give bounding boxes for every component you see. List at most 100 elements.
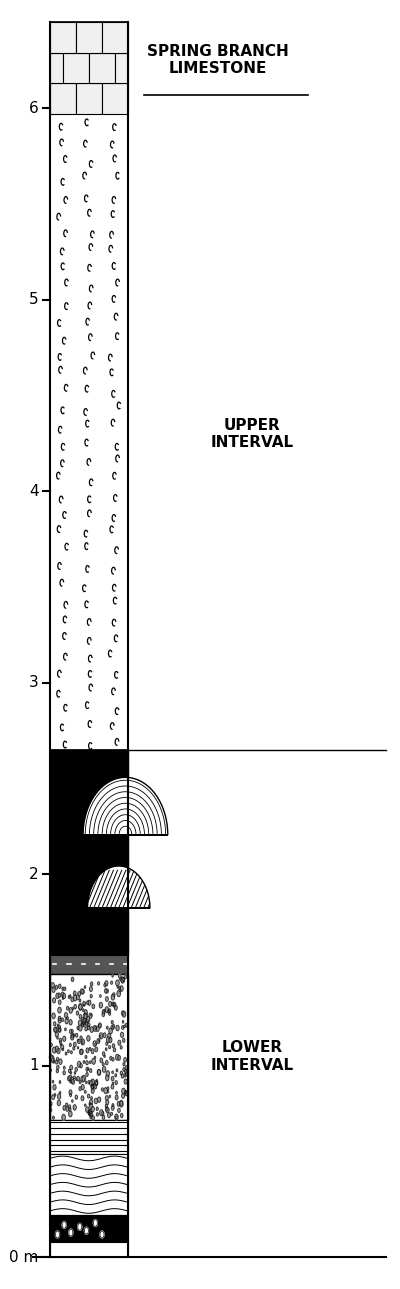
Circle shape [70, 1065, 72, 1070]
Circle shape [90, 1080, 93, 1085]
Circle shape [104, 989, 107, 993]
Circle shape [70, 1030, 72, 1034]
Circle shape [74, 1043, 76, 1047]
Circle shape [116, 1025, 119, 1031]
Bar [50, 955, 128, 974]
Bar [76, 84, 102, 113]
Circle shape [91, 1088, 94, 1093]
Text: LOWER
INTERVAL: LOWER INTERVAL [211, 1040, 294, 1072]
Circle shape [115, 1080, 117, 1084]
Circle shape [78, 991, 80, 996]
Circle shape [107, 1090, 109, 1093]
Circle shape [52, 1013, 55, 1018]
Circle shape [110, 1057, 112, 1060]
Circle shape [58, 1029, 61, 1031]
Circle shape [118, 1109, 120, 1112]
Circle shape [111, 1084, 114, 1089]
Circle shape [58, 1027, 61, 1032]
Circle shape [50, 1056, 54, 1061]
Circle shape [95, 1080, 98, 1085]
Circle shape [83, 1004, 84, 1007]
Text: 1: 1 [29, 1058, 38, 1074]
Text: 5: 5 [29, 293, 38, 307]
Circle shape [125, 1023, 127, 1027]
Circle shape [74, 991, 76, 995]
Circle shape [100, 1035, 101, 1038]
Circle shape [50, 1103, 52, 1106]
Circle shape [102, 1111, 104, 1115]
Circle shape [71, 977, 74, 981]
Circle shape [77, 1026, 79, 1030]
Circle shape [57, 1048, 60, 1053]
Circle shape [55, 985, 58, 989]
Circle shape [69, 1075, 72, 1080]
Circle shape [104, 1009, 105, 1012]
Circle shape [56, 993, 59, 999]
Circle shape [82, 1017, 84, 1021]
Circle shape [73, 1047, 75, 1051]
Circle shape [73, 1034, 74, 1036]
Circle shape [91, 1106, 94, 1112]
Bar [115, 53, 128, 84]
Circle shape [56, 1069, 58, 1072]
Circle shape [81, 1084, 84, 1089]
Circle shape [122, 1039, 125, 1043]
Circle shape [61, 1044, 64, 1049]
Circle shape [91, 1079, 94, 1085]
Circle shape [84, 1227, 88, 1234]
Circle shape [86, 1048, 89, 1053]
Circle shape [55, 1032, 58, 1036]
Circle shape [120, 1101, 123, 1107]
Circle shape [50, 1102, 52, 1105]
Circle shape [65, 1029, 66, 1031]
Circle shape [106, 989, 108, 993]
Circle shape [118, 1040, 121, 1045]
Circle shape [58, 1000, 61, 1004]
Circle shape [86, 1067, 88, 1071]
Bar [50, 788, 128, 955]
Circle shape [119, 986, 121, 990]
Circle shape [120, 986, 123, 991]
Text: 6: 6 [29, 101, 38, 116]
Circle shape [87, 1026, 90, 1030]
Circle shape [74, 1004, 76, 1009]
Circle shape [94, 1098, 98, 1103]
Circle shape [59, 1039, 62, 1042]
Circle shape [111, 981, 112, 985]
Circle shape [80, 1049, 83, 1054]
Circle shape [83, 1021, 85, 1025]
Circle shape [112, 1025, 115, 1029]
Circle shape [80, 1036, 82, 1040]
Circle shape [69, 1008, 72, 1013]
Circle shape [97, 1039, 100, 1044]
Circle shape [85, 1056, 87, 1058]
Circle shape [115, 1074, 117, 1076]
Polygon shape [88, 866, 150, 909]
Circle shape [106, 996, 108, 1002]
Circle shape [53, 998, 56, 1003]
Circle shape [78, 1223, 82, 1230]
Circle shape [78, 1039, 80, 1044]
Circle shape [92, 1058, 95, 1065]
Circle shape [83, 1002, 86, 1005]
Circle shape [82, 990, 84, 994]
Circle shape [84, 1103, 86, 1106]
Circle shape [86, 1081, 87, 1084]
Circle shape [74, 1071, 76, 1074]
Circle shape [64, 1013, 68, 1018]
Circle shape [112, 974, 113, 977]
Circle shape [73, 1105, 76, 1110]
Circle shape [116, 1054, 119, 1060]
Circle shape [88, 1109, 92, 1115]
Circle shape [62, 987, 64, 990]
Circle shape [66, 1007, 69, 1011]
Circle shape [105, 1007, 108, 1013]
Circle shape [111, 1076, 114, 1080]
Circle shape [107, 1087, 109, 1090]
Circle shape [69, 1111, 72, 1116]
Circle shape [91, 1084, 94, 1088]
Circle shape [120, 1114, 123, 1118]
Circle shape [96, 1081, 98, 1085]
Circle shape [52, 1080, 54, 1083]
Circle shape [119, 989, 121, 993]
